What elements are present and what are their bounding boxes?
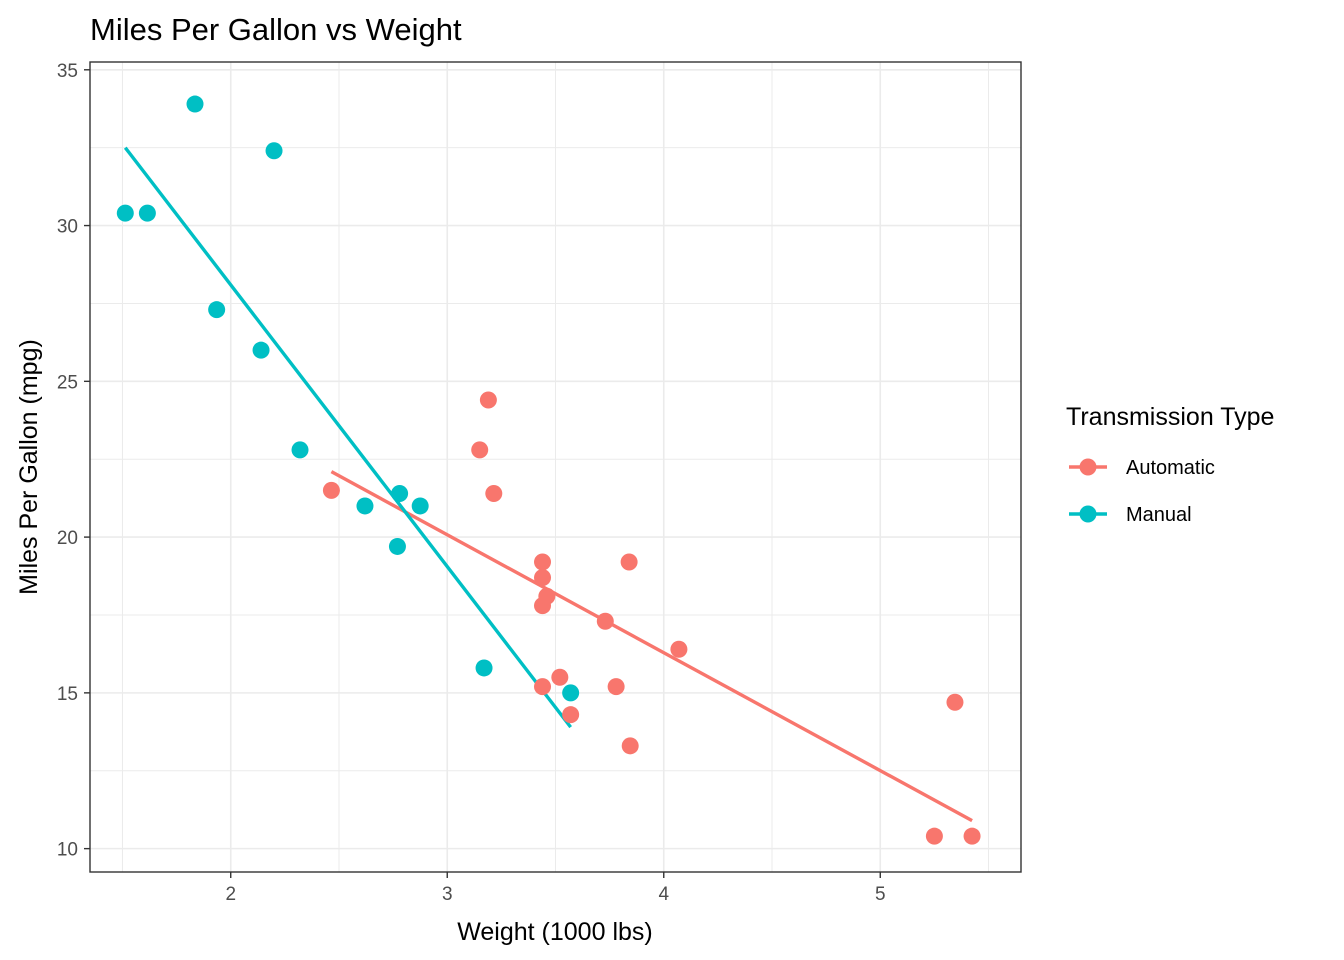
- legend-label-manual: Manual: [1126, 504, 1192, 526]
- automatic-data-point: [485, 484, 503, 502]
- automatic-data-point: [534, 553, 552, 571]
- manual-data-point: [208, 301, 226, 319]
- y-tick-label: 15: [57, 684, 78, 705]
- x-tick-label: 3: [442, 884, 453, 905]
- legend-label-automatic: Automatic: [1126, 457, 1215, 479]
- legend-point-manual: [1079, 505, 1097, 523]
- manual-data-point: [138, 204, 156, 222]
- regression-lines: [123, 146, 973, 823]
- manual-data-point: [252, 341, 270, 359]
- y-tick-label: 30: [57, 217, 78, 238]
- legend-key-manual: Manual: [1069, 504, 1192, 526]
- y-tick-label: 20: [57, 528, 78, 549]
- data-points: [116, 95, 981, 845]
- automatic-data-point: [322, 481, 340, 499]
- legend: Transmission Type Automatic Manual: [1066, 403, 1274, 526]
- y-tick-label: 10: [57, 840, 78, 861]
- minor-gridlines: [90, 62, 1021, 872]
- automatic-data-point: [607, 678, 625, 696]
- plot-panel-border: [89, 61, 1022, 873]
- automatic-data-point: [534, 678, 552, 696]
- automatic-data-point: [620, 553, 638, 571]
- manual-data-point: [562, 684, 580, 702]
- automatic-data-point: [963, 827, 981, 845]
- legend-title: Transmission Type: [1066, 403, 1274, 431]
- automatic-data-point: [471, 441, 489, 459]
- manual-data-point: [116, 204, 134, 222]
- manual-data-point: [475, 659, 493, 677]
- automatic-data-point: [538, 587, 556, 605]
- x-tick-label: 2: [225, 884, 236, 905]
- x-tick-label: 5: [875, 884, 886, 905]
- automatic-data-point: [596, 612, 614, 630]
- legend-key-automatic: Automatic: [1069, 457, 1215, 479]
- manual-data-point: [391, 484, 409, 502]
- automatic-data-point: [670, 640, 688, 658]
- y-tick-label: 25: [57, 372, 78, 393]
- legend-point-automatic: [1079, 458, 1097, 476]
- manual-data-point: [291, 441, 309, 459]
- x-axis-title: Weight (1000 lbs): [457, 918, 652, 946]
- chart-title: Miles Per Gallon vs Weight: [90, 12, 462, 47]
- automatic-regression-line: [330, 470, 973, 823]
- automatic-data-point: [562, 706, 580, 724]
- automatic-data-point: [946, 693, 964, 711]
- x-tick-label: 4: [658, 884, 669, 905]
- automatic-data-point: [534, 569, 552, 587]
- manual-data-point: [356, 497, 374, 515]
- manual-regression-line: [123, 146, 573, 729]
- automatic-data-point: [479, 391, 497, 409]
- manual-data-point: [388, 537, 406, 555]
- manual-data-point: [186, 95, 204, 113]
- manual-data-point: [265, 142, 283, 160]
- automatic-data-point: [621, 737, 639, 755]
- automatic-data-point: [925, 827, 943, 845]
- automatic-data-point: [551, 668, 569, 686]
- y-axis-title: Miles Per Gallon (mpg): [15, 339, 43, 595]
- y-tick-label: 35: [57, 61, 78, 82]
- major-gridlines: [90, 62, 1021, 872]
- manual-data-point: [411, 497, 429, 515]
- x-axis: 2 3 4 5: [225, 872, 886, 905]
- y-axis: 10 15 20 25 30 35: [57, 61, 90, 861]
